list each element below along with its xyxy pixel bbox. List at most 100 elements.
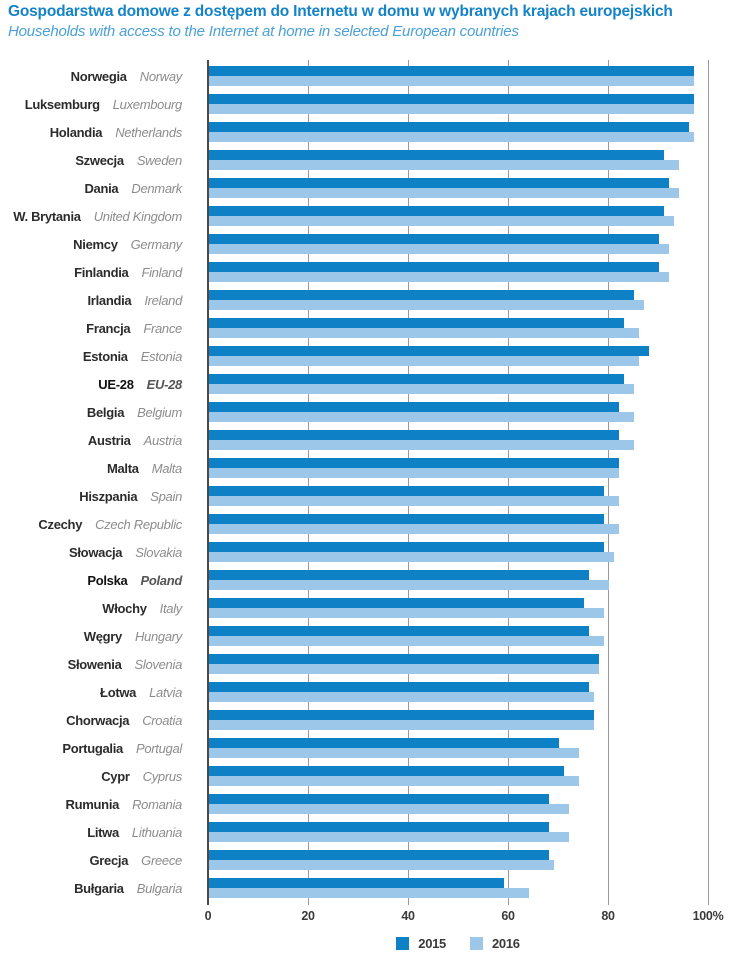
country-labels: Hiszpania Spain xyxy=(0,486,182,506)
country-label-en: Croatia xyxy=(142,712,182,728)
legend-swatch-2016 xyxy=(470,937,483,950)
bar-group xyxy=(209,374,634,394)
country-label-en: Cyprus xyxy=(142,768,183,784)
country-labels: Grecja Greece xyxy=(0,850,182,870)
chart-row-greece: Grecja Greece xyxy=(0,850,745,878)
country-labels: Szwecja Sweden xyxy=(0,150,182,170)
chart-title: Gospodarstwa domowe z dostępem do Intern… xyxy=(8,3,673,20)
bar-2015 xyxy=(209,570,589,580)
chart-row-spain: Hiszpania Spain xyxy=(0,486,745,514)
country-label-en: France xyxy=(143,320,182,336)
bar-group xyxy=(209,822,569,842)
country-label-pl: Cypr xyxy=(101,768,130,784)
x-axis: 0 20 40 60 80 100% xyxy=(0,909,745,927)
country-label-en: Slovakia xyxy=(135,544,182,560)
bar-2016 xyxy=(209,748,579,758)
bar-2016 xyxy=(209,524,619,534)
country-label-pl: Grecja xyxy=(89,852,129,868)
country-label-pl: Niemcy xyxy=(73,236,118,252)
country-labels: Francja France xyxy=(0,318,182,338)
bar-2016 xyxy=(209,440,634,450)
chart-row-croatia: Chorwacja Croatia xyxy=(0,710,745,738)
bar-rows: Norwegia Norway Luksemburg Luxembourg Holand… xyxy=(0,66,745,906)
bar-group xyxy=(209,598,604,618)
chart-row-luxembourg: Luksemburg Luxembourg xyxy=(0,94,745,122)
bar-group xyxy=(209,430,634,450)
chart-row-slovenia: Słowenia Slovenia xyxy=(0,654,745,682)
legend-item-2016: 2016 xyxy=(470,936,520,951)
chart-row-austria: Austria Austria xyxy=(0,430,745,458)
bar-2016 xyxy=(209,860,554,870)
country-label-pl: Luksemburg xyxy=(24,96,100,112)
bar-2016 xyxy=(209,832,569,842)
bar-group xyxy=(209,122,694,142)
country-label-pl: Estonia xyxy=(82,348,128,364)
country-labels: Włochy Italy xyxy=(0,598,182,618)
x-tick-label-40: 40 xyxy=(401,909,415,923)
chart-row-finland: Finlandia Finland xyxy=(0,262,745,290)
bar-2015 xyxy=(209,710,594,720)
country-labels: Malta Malta xyxy=(0,458,182,478)
bar-2016 xyxy=(209,580,609,590)
gridline-80 xyxy=(608,60,609,905)
bar-group xyxy=(209,262,669,282)
legend-swatch-2015 xyxy=(396,937,410,950)
chart-row-estonia: Estonia Estonia xyxy=(0,346,745,374)
bar-2016 xyxy=(209,664,599,674)
zero-axis-line xyxy=(207,60,209,905)
country-labels: W. Brytania United Kingdom xyxy=(0,206,182,226)
bar-2015 xyxy=(209,626,589,636)
country-label-en: Portugal xyxy=(135,740,182,756)
bar-group xyxy=(209,66,694,86)
bar-2015 xyxy=(209,794,549,804)
country-labels: Luksemburg Luxembourg xyxy=(0,94,183,114)
bar-group xyxy=(209,290,644,310)
x-tick-label-20: 20 xyxy=(301,909,315,923)
country-labels: Irlandia Ireland xyxy=(0,290,183,310)
bar-2016 xyxy=(209,692,594,702)
country-labels: Łotwa Latvia xyxy=(0,682,182,702)
chart-row-netherlands: Holandia Netherlands xyxy=(0,122,745,150)
country-label-pl: Słowacja xyxy=(69,544,123,560)
country-label-pl: Holandia xyxy=(49,124,103,140)
country-label-pl: Chorwacja xyxy=(66,712,130,728)
country-labels: Bułgaria Bulgaria xyxy=(0,878,182,898)
country-label-en: Poland xyxy=(140,572,182,588)
bar-2015 xyxy=(209,94,694,104)
country-labels: Polska Poland xyxy=(0,570,182,590)
country-labels: Belgia Belgium xyxy=(0,402,182,422)
country-label-en: United Kingdom xyxy=(93,208,183,224)
country-label-pl: Dania xyxy=(84,180,119,196)
country-label-en: Greece xyxy=(141,852,182,868)
country-labels: Norwegia Norway xyxy=(0,66,183,86)
country-labels: Czechy Czech Republic xyxy=(0,514,182,534)
chart-row-italy: Włochy Italy xyxy=(0,598,745,626)
country-label-en: Austria xyxy=(143,432,183,448)
chart-row-france: Francja France xyxy=(0,318,745,346)
country-label-en: Czech Republic xyxy=(95,516,182,532)
country-label-pl: Austria xyxy=(87,432,131,448)
chart-row-slovakia: Słowacja Slovakia xyxy=(0,542,745,570)
bar-2015 xyxy=(209,486,604,496)
bar-group xyxy=(209,626,604,646)
bar-2016 xyxy=(209,356,639,366)
country-label-en: Norway xyxy=(139,68,183,84)
chart-row-romania: Rumunia Romania xyxy=(0,794,745,822)
x-tick-label-80: 80 xyxy=(601,909,615,923)
country-labels: Rumunia Romania xyxy=(0,794,183,814)
chart-row-eu-28: UE-28 EU-28 xyxy=(0,374,745,402)
country-label-pl: W. Brytania xyxy=(13,208,81,224)
bar-group xyxy=(209,150,679,170)
country-label-pl: Bułgaria xyxy=(74,880,124,896)
bar-group xyxy=(209,486,619,506)
bar-2016 xyxy=(209,496,619,506)
country-label-en: Slovenia xyxy=(134,656,183,672)
bar-2015 xyxy=(209,374,624,384)
country-label-en: Hungary xyxy=(134,628,182,644)
country-label-pl: Słowenia xyxy=(67,656,122,672)
country-label-en: Finland xyxy=(141,264,182,280)
bar-group xyxy=(209,654,599,674)
gridline-60 xyxy=(508,60,509,905)
bar-group xyxy=(209,206,674,226)
country-labels: Portugalia Portugal xyxy=(0,738,182,758)
